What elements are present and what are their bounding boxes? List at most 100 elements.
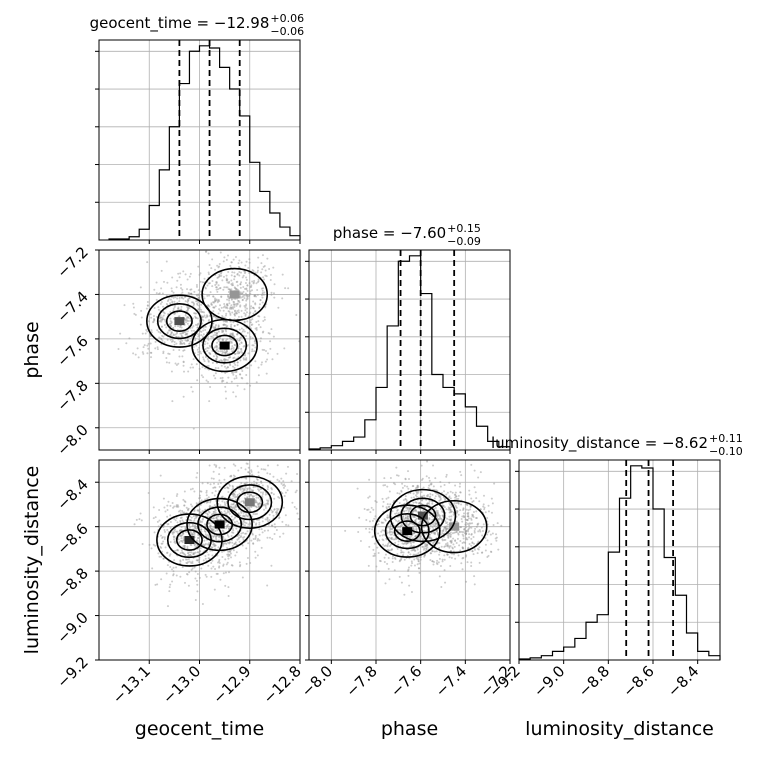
sample-point [190,533,193,536]
sample-point [201,510,204,513]
sample-point [147,347,150,350]
sample-point [143,344,146,347]
sample-point [159,474,162,477]
sample-point [429,513,432,516]
sample-point [183,349,186,352]
sample-point [470,526,473,529]
sample-point [142,352,145,355]
sample-point [191,523,194,526]
sample-point [396,509,399,512]
sample-point [184,558,187,561]
sample-point [241,244,243,246]
sample-point [222,339,225,342]
sample-point [467,530,470,533]
sample-point [239,286,242,289]
sample-point [190,301,193,304]
sample-point [397,540,400,543]
sample-point [235,288,238,291]
sample-point [263,278,266,281]
sample-point [434,495,437,498]
sample-point [207,496,210,499]
sample-point [159,319,162,322]
sample-point [161,550,164,553]
sample-point [176,297,179,300]
sample-point [192,553,195,556]
sample-point [438,516,441,519]
sample-point [255,282,258,285]
sample-point [454,484,457,487]
sample-point [395,466,398,469]
sample-point [171,338,174,341]
sample-point [189,272,192,275]
sample-point [402,543,405,546]
sample-point [156,583,159,586]
sample-point [470,537,473,540]
sample-point [188,518,191,521]
sample-point [473,469,476,472]
sample-point [241,276,244,279]
sample-point [263,529,266,532]
sample-point [417,522,420,525]
sample-point [173,306,176,309]
sample-point [272,292,275,295]
sample-point [398,575,401,578]
sample-point [468,524,471,527]
sample-point [205,250,208,253]
sample-point [296,512,299,515]
sample-point [178,348,181,351]
sample-point [207,304,210,307]
sample-point [262,276,265,279]
sample-point [225,274,228,277]
sample-point [238,328,241,331]
sample-point [449,506,452,509]
sample-point [242,538,245,541]
sample-point [192,302,195,305]
sample-point [211,285,214,288]
sample-point [232,549,235,552]
sample-point [261,520,264,523]
sample-point [231,334,234,337]
sample-point [193,290,196,293]
sample-point [420,491,423,494]
sample-point [243,524,246,527]
sample-point [387,549,390,552]
sample-point [258,528,261,531]
sample-point [233,325,236,328]
y-axis-label-luminosity_distance: luminosity_distance [21,466,43,655]
sample-point [225,527,228,530]
sample-point [180,332,183,335]
sample-point [132,352,135,355]
sample-point [218,359,221,362]
density-cell [214,520,225,529]
sample-point [386,544,389,547]
sample-point [373,542,376,545]
sample-point [140,519,143,522]
sample-point [226,254,229,257]
density-contour [197,506,243,543]
sample-point [261,254,264,257]
sample-point [205,491,208,494]
sample-point [472,500,475,503]
sample-point [196,573,199,576]
sample-point [217,324,220,327]
sample-point [425,475,428,478]
sample-point [365,527,368,530]
sample-point [251,489,254,492]
sample-point [200,499,203,502]
sample-point [223,466,226,469]
sample-point [162,305,165,308]
sample-point [205,489,208,492]
sample-point [448,501,451,504]
sample-point [412,501,415,504]
sample-point [222,563,225,566]
sample-point [438,546,441,549]
sample-point [475,525,478,528]
sample-point [397,512,400,515]
sample-point [418,562,421,565]
sample-point [414,494,417,497]
sample-point [155,298,158,301]
sample-point [212,565,215,568]
sample-point [440,586,443,589]
sample-point [410,560,413,563]
sample-point [257,278,260,281]
